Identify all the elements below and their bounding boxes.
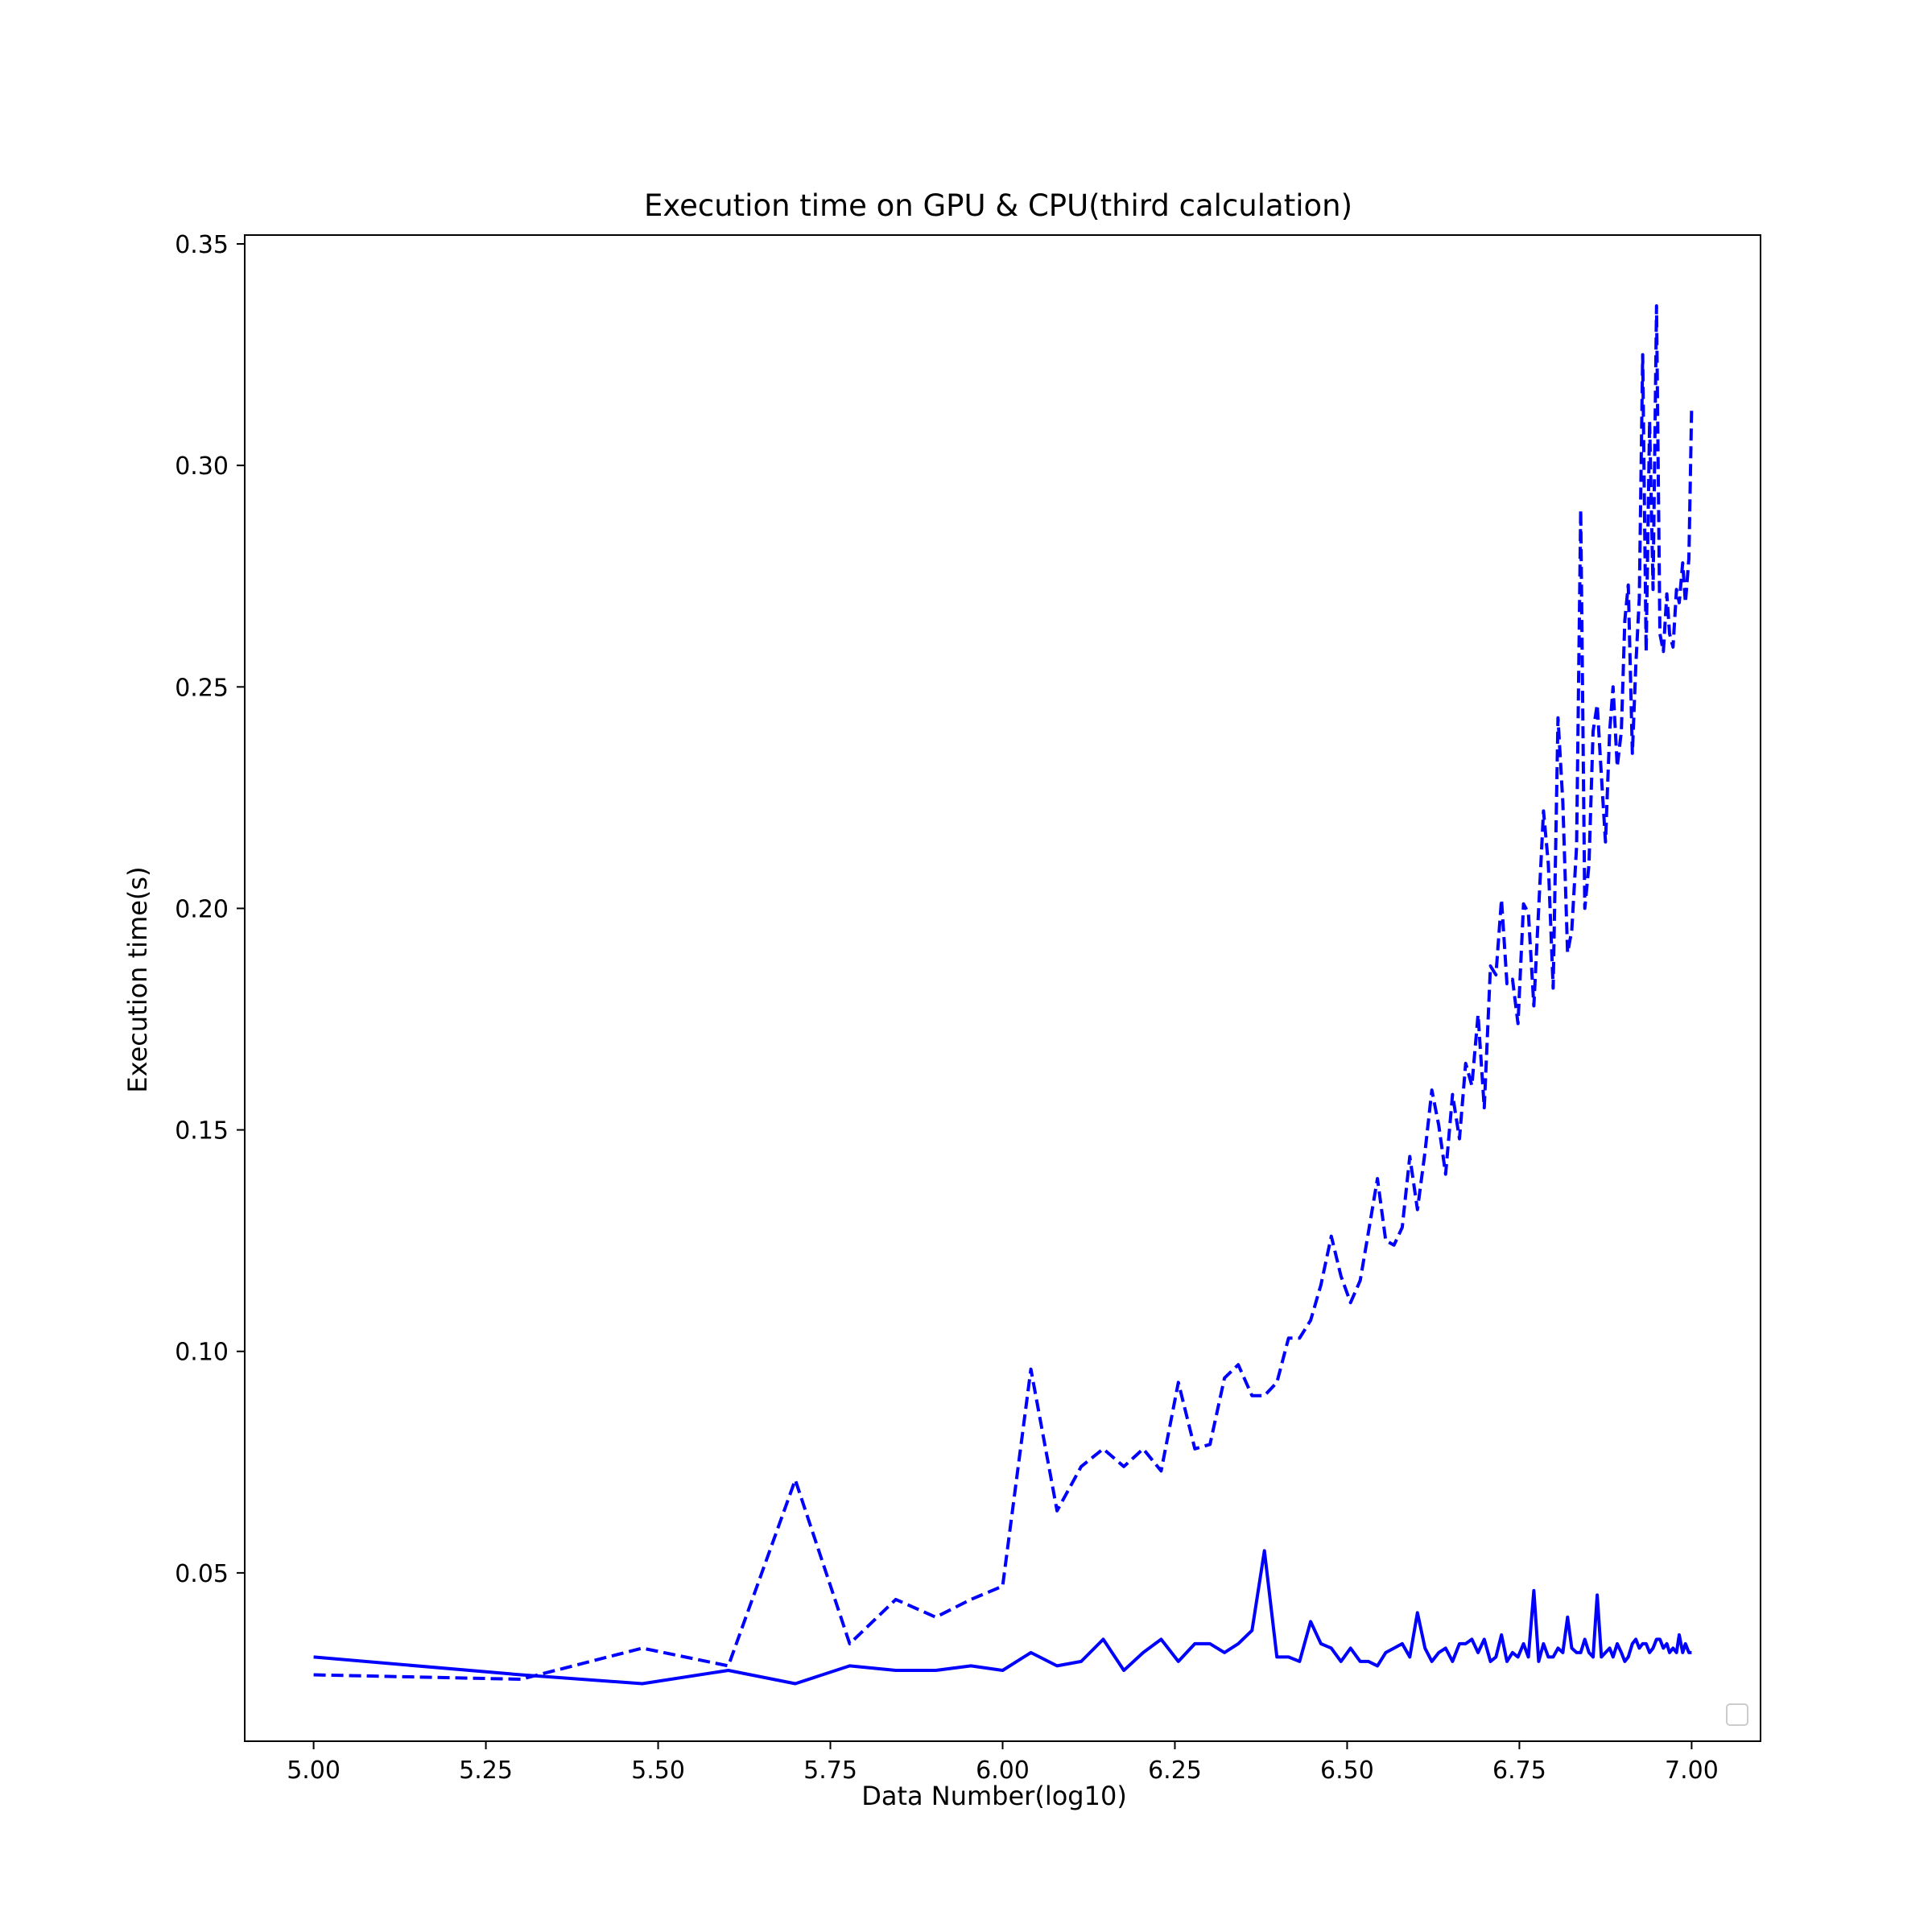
x-axis-label: Data Number(log10): [861, 1781, 1127, 1811]
y-tick-label: 0.05: [175, 1560, 229, 1588]
y-tick-label: 0.15: [175, 1117, 229, 1146]
legend-box: [1726, 1703, 1748, 1726]
x-tick-label: 5.50: [631, 1757, 685, 1785]
x-tick-label: 7.00: [1665, 1757, 1719, 1785]
x-tick-label: 6.50: [1320, 1757, 1374, 1785]
x-tick-label: 6.25: [1148, 1757, 1202, 1785]
y-tick-label: 0.20: [175, 895, 229, 923]
x-tick-label: 5.75: [803, 1757, 857, 1785]
x-tick-label: 5.00: [287, 1757, 341, 1785]
y-tick-label: 0.10: [175, 1339, 229, 1367]
series-line-2-solid: [313, 1549, 1692, 1686]
y-tick-label: 0.25: [175, 674, 229, 702]
x-tick-label: 6.75: [1492, 1757, 1546, 1785]
series-line-1-dashed: [313, 304, 1694, 1681]
y-tick-label: 0.30: [175, 452, 229, 481]
x-tick-label: 5.25: [459, 1757, 513, 1785]
y-tick-label: 0.35: [175, 231, 229, 259]
y-axis-label: Execution time(s): [122, 866, 153, 1092]
x-tick-label: 6.00: [976, 1757, 1030, 1785]
plot-area: 5.00 5.25 5.50 5.75 6.00 6.25 6.50 6.75 7.00 0.05…: [175, 231, 1761, 1785]
chart-title: Execution time on GPU & CPU(third calcul…: [644, 188, 1352, 223]
